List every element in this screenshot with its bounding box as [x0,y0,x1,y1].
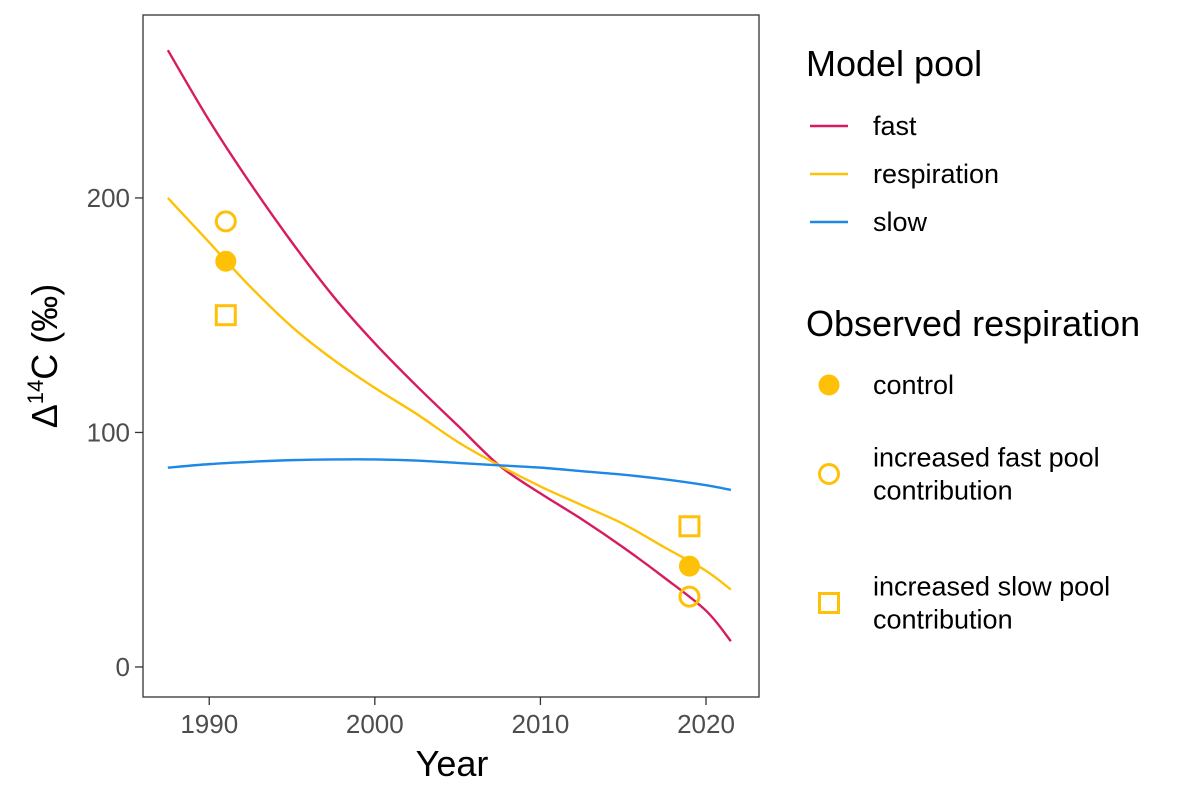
legend: Model pool fast respiration slow Observed re… [806,43,1140,635]
legend-item: slow [810,207,928,237]
y-tick-label: 0 [116,652,130,682]
y-tick-label: 200 [87,183,130,213]
x-tick-label: 2020 [677,709,735,739]
legend-label: fast [873,111,917,141]
legend-label: slow [873,207,928,237]
x-tick-label: 1990 [180,709,238,739]
y-axis-title-prefix: Δ [24,404,65,428]
legend-key-open-square [818,592,840,614]
legend-item: control [818,370,954,400]
x-tick-label: 2010 [511,709,569,739]
y-tick-label: 100 [87,417,130,447]
legend-key-filled-circle [818,374,840,396]
observed-points [214,210,701,608]
legend-label: contribution [873,605,1013,635]
observed-point-filled-circle [678,555,700,577]
observed-point-open-circle [214,210,237,233]
legend-observed-respiration: Observed respiration control increased fas… [806,303,1140,635]
legend-label: control [873,370,954,400]
plot-border [142,14,760,698]
x-tick-label: 2000 [346,709,404,739]
plot-area [142,14,760,698]
y-axis-title-suffix: C (‰) [24,284,65,380]
x-axis-title: Year [416,743,489,784]
observed-point-open-square [214,304,237,327]
series-lines [166,49,732,642]
y-axis-title: Δ14C (‰) [23,284,65,429]
axes: Year Δ14C (‰) 1990 2000 2010 2020 0 100 200 [23,183,735,784]
legend-title: Observed respiration [806,303,1140,344]
series-line-slow [167,458,732,492]
series-line-fast [166,49,732,642]
legend-item: respiration [810,159,999,189]
legend-label: contribution [873,476,1013,506]
series-line-respiration [166,197,732,591]
observed-point-open-square [678,515,701,538]
legend-label: increased slow pool [873,572,1110,602]
legend-key-open-circle [818,463,840,485]
legend-item: fast [810,111,917,141]
observed-point-filled-circle [215,250,237,272]
legend-model-pool: Model pool fast respiration slow [806,43,999,237]
y-axis-title-superscript: 14 [23,380,48,404]
observed-point-open-circle [678,585,701,608]
legend-title: Model pool [806,43,982,84]
legend-label: respiration [873,159,999,189]
legend-label: increased fast pool [873,443,1100,473]
